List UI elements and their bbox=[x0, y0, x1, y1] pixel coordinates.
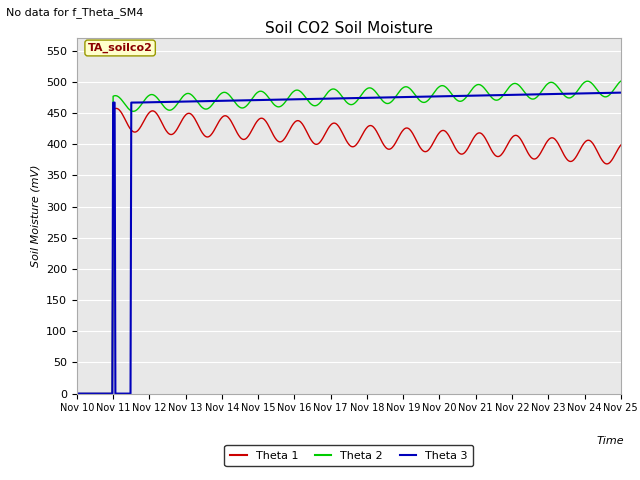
Theta 3 bbox=[431, 94, 438, 99]
Theta 2 bbox=[617, 78, 625, 84]
Theta 3 bbox=[617, 90, 625, 96]
Theta 2 bbox=[194, 99, 202, 105]
Legend: Theta 1, Theta 2, Theta 3: Theta 1, Theta 2, Theta 3 bbox=[225, 445, 473, 466]
Y-axis label: Soil Moisture (mV): Soil Moisture (mV) bbox=[30, 165, 40, 267]
Line: Theta 1: Theta 1 bbox=[77, 108, 621, 394]
Theta 2 bbox=[83, 391, 90, 396]
Line: Theta 3: Theta 3 bbox=[77, 93, 621, 394]
Theta 3 bbox=[415, 94, 422, 100]
Theta 3 bbox=[139, 99, 147, 105]
Theta 2 bbox=[73, 391, 81, 396]
Text: TA_soilco2: TA_soilco2 bbox=[88, 43, 152, 53]
Theta 3 bbox=[83, 391, 90, 396]
X-axis label: Time: Time bbox=[596, 436, 624, 446]
Theta 1 bbox=[83, 391, 90, 396]
Theta 3 bbox=[223, 98, 230, 104]
Theta 1 bbox=[617, 142, 625, 148]
Theta 1 bbox=[112, 106, 120, 111]
Theta 1 bbox=[416, 144, 424, 149]
Title: Soil CO2 Soil Moisture: Soil CO2 Soil Moisture bbox=[265, 21, 433, 36]
Theta 1 bbox=[140, 119, 147, 125]
Theta 2 bbox=[223, 90, 230, 96]
Theta 1 bbox=[195, 123, 202, 129]
Theta 2 bbox=[415, 96, 422, 102]
Theta 2 bbox=[431, 89, 438, 95]
Theta 3 bbox=[73, 391, 81, 396]
Text: No data for f_Theta_SM4: No data for f_Theta_SM4 bbox=[6, 7, 144, 18]
Theta 1 bbox=[431, 136, 439, 142]
Theta 2 bbox=[139, 100, 147, 106]
Line: Theta 2: Theta 2 bbox=[77, 81, 621, 394]
Theta 1 bbox=[223, 114, 231, 120]
Theta 3 bbox=[194, 98, 202, 104]
Theta 1 bbox=[73, 391, 81, 396]
